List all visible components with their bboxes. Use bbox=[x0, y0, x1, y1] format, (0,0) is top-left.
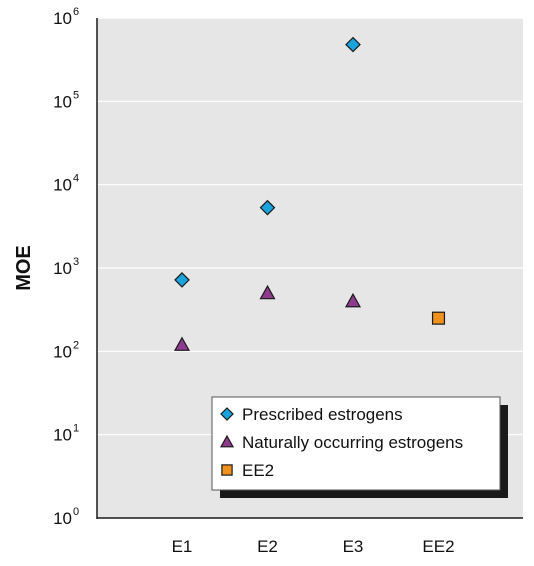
x-tick-label: E2 bbox=[257, 537, 278, 556]
y-tick-label: 10 bbox=[53, 509, 72, 528]
data-markers bbox=[173, 36, 446, 351]
y-tick-exponent: 1 bbox=[73, 423, 79, 435]
y-axis-label: MOE bbox=[13, 245, 35, 291]
legend-marker-triangle bbox=[219, 434, 235, 448]
x-tick-label: E1 bbox=[172, 537, 193, 556]
x-tick-labels: E1 E2 E3 EE2 bbox=[172, 537, 455, 556]
legend-label: Prescribed estrogens bbox=[242, 405, 403, 424]
legend-marker-square bbox=[221, 464, 233, 476]
data-point-triangle bbox=[173, 336, 191, 351]
x-tick-label: E3 bbox=[343, 537, 364, 556]
y-tick-exponent: 5 bbox=[73, 89, 79, 101]
data-point-diamond bbox=[259, 199, 276, 216]
y-tick-exponent: 4 bbox=[73, 173, 79, 185]
data-point-triangle bbox=[259, 284, 276, 300]
y-tick-exponent: 6 bbox=[73, 6, 79, 18]
x-tick-label: EE2 bbox=[422, 537, 454, 556]
data-point-diamond bbox=[174, 272, 190, 288]
y-tick-label: 10 bbox=[53, 426, 72, 445]
data-point-triangle bbox=[344, 292, 362, 308]
legend-box bbox=[211, 396, 501, 491]
y-tick-label: 10 bbox=[53, 342, 72, 361]
legend-marker-diamond bbox=[220, 407, 234, 421]
y-tick-exponent: 0 bbox=[73, 506, 79, 518]
legend-label: Naturally occurring estrogens bbox=[242, 433, 463, 452]
y-tick-exponent: 2 bbox=[73, 339, 79, 351]
data-point-diamond bbox=[345, 36, 361, 53]
legend: Prescribed estrogens Naturally occurring … bbox=[211, 396, 508, 498]
legend-label: EE2 bbox=[242, 461, 274, 480]
y-tick-exponent: 3 bbox=[73, 256, 79, 268]
y-tick-label: 10 bbox=[53, 9, 72, 28]
gridlines bbox=[97, 17, 523, 436]
y-tick-label: 10 bbox=[53, 176, 72, 195]
data-point-square bbox=[431, 311, 446, 325]
y-tick-label: 10 bbox=[53, 259, 72, 278]
y-tick-label: 10 bbox=[53, 92, 72, 111]
